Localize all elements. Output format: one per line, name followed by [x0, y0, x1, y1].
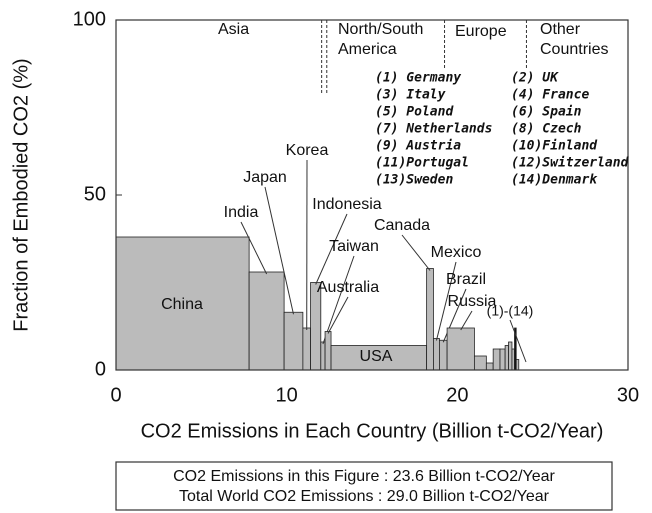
- country-list-item: (7) Netherlands: [375, 122, 492, 137]
- bar: [115, 236, 250, 371]
- label-leader: [509, 319, 527, 363]
- bar: [330, 345, 428, 371]
- x-tick-label: 30: [617, 384, 639, 406]
- region-label: Other Countries: [540, 21, 608, 58]
- country-list-item: (11)Portugal: [375, 156, 469, 171]
- bar: [248, 271, 285, 371]
- bar: [492, 348, 501, 371]
- bar: [499, 348, 506, 371]
- bar: [283, 311, 304, 371]
- x-axis-label: CO2 Emissions in Each Country (Billion t…: [141, 420, 604, 442]
- footer-box: [115, 461, 613, 511]
- bar-label: USA: [360, 348, 393, 365]
- label-leader: [460, 310, 473, 331]
- label-leader: [327, 296, 349, 334]
- country-list-item: (8) Czech: [511, 122, 582, 137]
- country-list-item: (2) UK: [511, 71, 559, 86]
- footer-line: CO2 Emissions in this Figure : 23.6 Bill…: [173, 468, 555, 485]
- bar: [324, 331, 332, 371]
- bar-label: Korea: [286, 142, 329, 159]
- bar: [473, 355, 487, 371]
- region-label: North/South America: [338, 21, 423, 58]
- bar-label: Canada: [374, 217, 430, 234]
- country-list-item: (4) France: [511, 88, 589, 103]
- bar: [302, 327, 311, 371]
- country-list-item: (3) Italy: [375, 88, 446, 103]
- x-tick-label: 0: [110, 384, 121, 406]
- bar: [446, 327, 475, 371]
- bar: [485, 362, 494, 371]
- label-leader: [322, 255, 355, 345]
- bar: [439, 339, 448, 371]
- country-list-item: (12)Switzerland: [511, 156, 630, 171]
- country-list-item: (9) Austria: [375, 139, 461, 154]
- country-list-item: (14)Denmark: [511, 173, 598, 188]
- y-tick-label: 100: [73, 8, 106, 30]
- label-leader: [240, 221, 268, 275]
- country-list-item: (6) Spain: [511, 105, 582, 120]
- region-label: Asia: [218, 21, 249, 38]
- bar-label: Taiwan: [329, 238, 379, 255]
- bar-label: Brazil: [446, 271, 486, 288]
- bar-label: Russia: [448, 293, 497, 310]
- footer-line: Total World CO2 Emissions : 29.0 Billion…: [179, 488, 550, 505]
- bar-label: China: [161, 296, 203, 313]
- label-leader: [401, 234, 431, 271]
- label-leader: [264, 186, 294, 315]
- bar-label: Indonesia: [312, 196, 381, 213]
- plot-frame: [115, 19, 629, 371]
- bar-label: Japan: [243, 169, 287, 186]
- label-leader: [315, 213, 348, 285]
- y-tick-label: 50: [84, 183, 106, 205]
- label-leader: [435, 261, 457, 341]
- bar: [515, 359, 520, 371]
- y-tick-label: 0: [95, 358, 106, 380]
- group-label: (1)-(14): [487, 303, 534, 319]
- region-label: Europe: [455, 23, 507, 40]
- country-list-item: (13)Sweden: [375, 173, 453, 188]
- country-list-item: (5) Poland: [375, 105, 454, 120]
- bar: [508, 341, 513, 371]
- bar: [320, 341, 326, 371]
- country-list-item: (10)Finland: [511, 139, 598, 154]
- x-tick-label: 10: [276, 384, 298, 406]
- y-axis-label: Fraction of Embodied CO2 (%): [10, 58, 32, 331]
- bar: [426, 268, 434, 371]
- country-list-item: (1) Germany: [375, 71, 461, 86]
- bar: [433, 338, 440, 371]
- bar-label: India: [224, 204, 259, 221]
- x-tick-label: 20: [446, 384, 468, 406]
- bar-label: Australia: [317, 279, 379, 296]
- bar-label: Mexico: [431, 244, 482, 261]
- bar: [504, 345, 509, 371]
